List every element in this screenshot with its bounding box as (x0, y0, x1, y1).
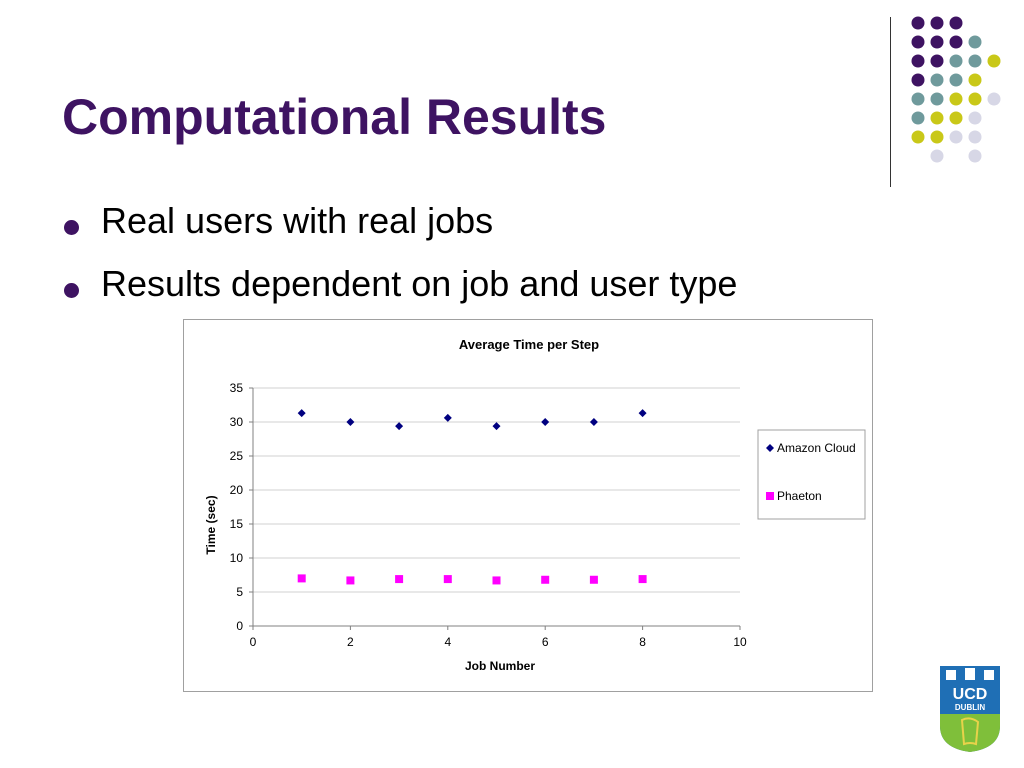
x-tick-label: 8 (639, 635, 646, 649)
scatter-chart: Average Time per Step Job Number Time (s… (204, 337, 866, 673)
decorative-dot (930, 73, 944, 87)
logo-shield-base (940, 714, 1000, 752)
decorative-dot (949, 16, 963, 30)
logo-text-top: UCD (953, 686, 988, 703)
decorative-dot (911, 111, 925, 125)
decorative-dot-pattern (911, 16, 1001, 163)
x-tick-label: 10 (733, 635, 747, 649)
slide-title: Computational Results (62, 89, 607, 145)
decorative-dot (968, 35, 982, 49)
data-point-phaeton (443, 575, 452, 584)
data-point-amazon (638, 409, 647, 418)
decorative-dot (911, 73, 925, 87)
data-point-phaeton (297, 574, 306, 583)
decorative-dot (968, 54, 982, 68)
logo-text-bottom: DUBLIN (955, 703, 985, 712)
legend-label-amazon: Amazon Cloud (777, 441, 856, 455)
decorative-dot (930, 130, 944, 144)
x-axis-label: Job Number (465, 659, 535, 673)
legend-marker-amazon (766, 444, 774, 452)
decorative-dot (968, 73, 982, 87)
ucd-logo: UCD DUBLIN (940, 666, 1000, 752)
logo-castle-icon (946, 670, 956, 680)
decorative-dot (930, 111, 944, 125)
decorative-dot (968, 149, 982, 163)
data-point-phaeton (589, 575, 598, 584)
legend-label-phaeton: Phaeton (777, 489, 822, 503)
chart-area: Average Time per Step Job Number Time (s… (183, 319, 873, 692)
decorative-dot (968, 92, 982, 106)
decorative-dot (949, 130, 963, 144)
decorative-dot (930, 92, 944, 106)
legend-marker-phaeton (766, 492, 774, 500)
data-point-amazon (541, 418, 550, 426)
bullet-dot-icon (64, 283, 79, 298)
data-point-phaeton (395, 575, 404, 584)
decorative-dot (911, 16, 925, 30)
decorative-dot (987, 92, 1001, 106)
decorative-dot (968, 130, 982, 144)
decorative-dot (987, 54, 1001, 68)
y-tick-label: 10 (230, 551, 244, 565)
decorative-dot (911, 130, 925, 144)
decorative-dot (930, 54, 944, 68)
data-point-amazon (443, 413, 452, 422)
data-point-phaeton (541, 575, 550, 584)
data-point-phaeton (346, 576, 355, 585)
decorative-divider (890, 17, 891, 187)
decorative-dot (949, 54, 963, 68)
y-tick-label: 35 (230, 381, 244, 395)
y-axis-label: Time (sec) (204, 495, 218, 554)
legend-box (757, 429, 866, 520)
decorative-dot (930, 16, 944, 30)
decorative-dot (911, 35, 925, 49)
decorative-dot (911, 92, 925, 106)
data-point-amazon (589, 418, 598, 426)
harp-icon (960, 717, 980, 746)
decorative-dot (949, 35, 963, 49)
decorative-dot (949, 73, 963, 87)
data-point-amazon (297, 409, 306, 418)
decorative-dot (930, 149, 944, 163)
x-tick-label: 6 (542, 635, 549, 649)
data-point-amazon (492, 422, 501, 431)
chart-title: Average Time per Step (459, 337, 599, 352)
x-tick-label: 0 (250, 635, 257, 649)
y-tick-label: 30 (230, 415, 244, 429)
decorative-dot (968, 111, 982, 125)
data-point-phaeton (492, 576, 501, 585)
bullet-text: Real users with real jobs (101, 200, 494, 241)
decorative-dot (949, 92, 963, 106)
bullet-dot-icon (64, 220, 79, 235)
y-tick-label: 25 (230, 449, 244, 463)
logo-castle-icon (965, 668, 975, 680)
x-tick-label: 4 (444, 635, 451, 649)
decorative-dot (930, 35, 944, 49)
data-point-phaeton (638, 575, 647, 584)
decorative-dot (949, 111, 963, 125)
data-point-amazon (395, 422, 404, 431)
decorative-dot (911, 54, 925, 68)
data-point-amazon (346, 418, 355, 426)
y-tick-label: 0 (236, 619, 243, 633)
x-tick-label: 2 (347, 635, 354, 649)
y-tick-label: 5 (236, 585, 243, 599)
bullet-text: Results dependent on job and user type (101, 263, 738, 304)
y-tick-label: 15 (230, 517, 244, 531)
y-tick-label: 20 (230, 483, 244, 497)
chart-legend: Amazon Cloud Phaeton (757, 429, 866, 520)
logo-castle-icon (984, 670, 994, 680)
